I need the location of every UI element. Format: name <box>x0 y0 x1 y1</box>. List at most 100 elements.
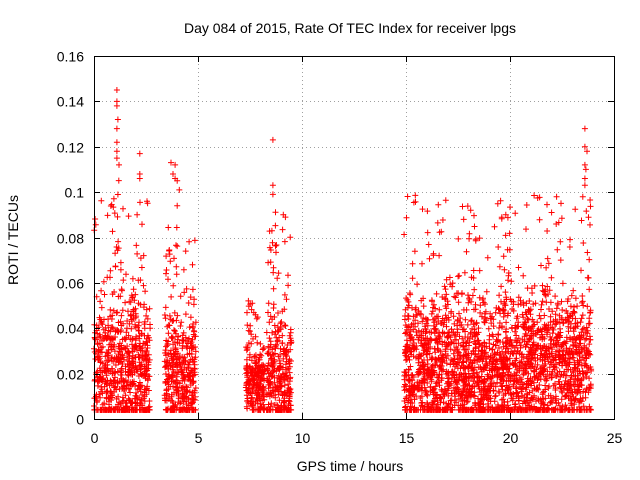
data-point <box>583 386 590 393</box>
data-point <box>513 339 520 346</box>
data-point <box>184 384 190 391</box>
data-point <box>136 327 143 334</box>
data-point <box>568 347 575 354</box>
data-point <box>137 362 144 369</box>
data-point <box>132 342 139 349</box>
data-point <box>143 335 150 342</box>
data-point <box>112 374 118 381</box>
data-point <box>284 342 291 348</box>
data-point <box>409 304 415 311</box>
data-point <box>105 347 112 353</box>
data-point <box>99 343 106 350</box>
data-point <box>404 341 411 348</box>
data-point <box>105 322 112 329</box>
data-point <box>441 393 448 399</box>
data-point <box>557 374 564 380</box>
data-point <box>415 308 422 314</box>
data-point <box>457 322 464 329</box>
data-point <box>109 324 116 331</box>
data-point <box>538 400 545 407</box>
data-point <box>465 365 472 372</box>
data-point <box>287 326 294 333</box>
data-point <box>464 203 471 210</box>
data-point <box>472 400 479 407</box>
data-point <box>468 374 475 381</box>
data-point <box>565 366 572 373</box>
data-point <box>537 315 544 322</box>
data-point <box>103 394 110 401</box>
data-point <box>471 223 478 230</box>
data-point <box>147 325 154 332</box>
data-point <box>527 348 534 355</box>
data-point <box>504 345 511 352</box>
data-point <box>144 315 151 322</box>
data-point <box>260 386 267 393</box>
data-point <box>279 370 286 377</box>
data-point <box>471 286 478 293</box>
data-point <box>281 382 288 389</box>
data-point <box>135 300 142 307</box>
data-point <box>282 214 289 221</box>
data-point <box>272 209 279 216</box>
data-point <box>113 102 120 109</box>
data-point <box>487 352 494 359</box>
data-point <box>470 275 477 281</box>
data-point <box>573 335 580 342</box>
data-point <box>281 403 288 410</box>
data-point <box>458 396 464 403</box>
data-point <box>461 401 468 408</box>
data-point <box>281 291 288 298</box>
data-point <box>522 344 529 350</box>
data-point <box>491 350 498 357</box>
data-point <box>283 366 290 373</box>
data-point <box>578 315 585 322</box>
data-point <box>129 404 136 411</box>
data-point <box>285 397 292 404</box>
data-point <box>526 298 533 304</box>
data-point <box>422 387 429 394</box>
data-point <box>260 361 267 368</box>
data-point <box>173 224 180 231</box>
data-point <box>558 215 565 222</box>
data-point <box>542 361 549 367</box>
data-point <box>275 270 282 277</box>
data-point <box>579 293 586 299</box>
data-point <box>419 318 426 325</box>
data-point <box>572 315 579 322</box>
data-point <box>402 406 408 413</box>
data-point <box>142 352 149 359</box>
data-point <box>175 395 182 402</box>
data-point <box>420 303 427 310</box>
data-point <box>550 394 557 401</box>
data-point <box>512 328 518 335</box>
data-point <box>548 350 555 357</box>
data-point <box>530 330 537 337</box>
data-point <box>172 346 179 353</box>
data-point <box>514 390 521 397</box>
data-point <box>479 352 486 359</box>
data-point <box>104 212 111 219</box>
data-point <box>192 348 199 355</box>
data-point <box>247 370 254 377</box>
data-point <box>112 369 119 375</box>
data-point <box>430 386 437 393</box>
data-point <box>423 320 430 327</box>
data-point <box>467 207 474 214</box>
data-point <box>453 344 460 351</box>
data-point <box>247 301 254 308</box>
data-point <box>276 378 283 385</box>
data-point <box>472 301 479 308</box>
data-point <box>442 346 449 353</box>
data-point <box>250 377 257 384</box>
data-point <box>186 324 193 331</box>
data-point <box>177 293 184 300</box>
data-point <box>516 363 523 370</box>
data-point <box>268 373 275 380</box>
data-point <box>165 330 172 337</box>
data-point <box>448 390 455 397</box>
data-point <box>247 322 254 329</box>
data-point <box>497 356 504 363</box>
data-point <box>420 315 427 321</box>
data-point <box>119 307 126 314</box>
data-point <box>465 377 472 384</box>
